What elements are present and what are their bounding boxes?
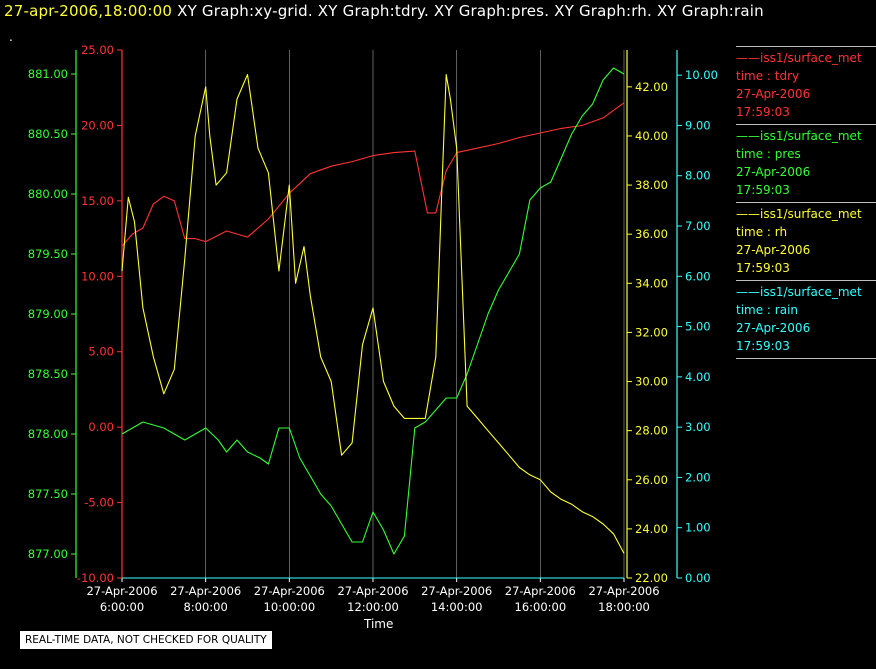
x-tick-label-time: 12:00:00: [347, 600, 399, 614]
x-tick-label-date: 27-Apr-2006: [588, 584, 659, 598]
legend: ——iss1/surface_met time : tdry 27-Apr-2006…: [736, 46, 876, 359]
rain-tick-label: 9.00: [685, 118, 711, 132]
x-tick-label-date: 27-Apr-2006: [254, 584, 325, 598]
x-tick-label-time: 16:00:00: [515, 600, 567, 614]
x-tick-label-time: 18:00:00: [598, 600, 650, 614]
rain-tick-label: 2.00: [685, 470, 711, 484]
rain-tick-label: 1.00: [685, 521, 711, 535]
legend-date: 27-Apr-2006: [736, 243, 811, 257]
rain-tick-label: 0.00: [685, 571, 711, 585]
x-axis-label: Time: [364, 617, 394, 631]
rain-tick-label: 5.00: [685, 320, 711, 334]
series-line-pres: [121, 67, 625, 555]
tdry-tick-label: 15.00: [81, 194, 114, 208]
pres-tick-label: 879.00: [28, 307, 68, 321]
pres-tick-label: 880.00: [28, 187, 68, 201]
series-line-rh: [121, 74, 625, 554]
pres-tick-label: 880.50: [28, 127, 68, 141]
legend-name: ——iss1/surface_met: [736, 51, 862, 65]
tdry-tick-label: 20.00: [81, 118, 114, 132]
rain-tick-label: 6.00: [685, 269, 711, 283]
rh-tick-label: 34.00: [635, 276, 668, 290]
legend-var: time : tdry: [736, 69, 800, 83]
pres-tick-label: 881.00: [28, 67, 68, 81]
legend-var: time : rain: [736, 303, 799, 317]
tdry-tick-label: 10.00: [81, 269, 114, 283]
legend-name: ——iss1/surface_met: [736, 207, 862, 221]
title-graph-list: XY Graph:xy-grid. XY Graph:tdry. XY Grap…: [172, 2, 764, 20]
x-tick-label-time: 14:00:00: [431, 600, 483, 614]
legend-time: 17:59:03: [736, 183, 790, 197]
pres-tick-label: 878.50: [28, 367, 68, 381]
tdry-tick-label: 25.00: [81, 43, 114, 57]
x-tick-label-time: 6:00:00: [100, 600, 144, 614]
tdry-tick-label: -10.00: [77, 571, 114, 585]
legend-time: 17:59:03: [736, 105, 790, 119]
x-tick-label-time: 10:00:00: [264, 600, 316, 614]
rh-tick-label: 22.00: [635, 571, 668, 585]
legend-name: ——iss1/surface_met: [736, 285, 862, 299]
rain-tick-label: 3.00: [685, 420, 711, 434]
rain-tick-label: 8.00: [685, 169, 711, 183]
title-time: 27-apr-2006,18:00:00: [4, 2, 173, 20]
rh-tick-label: 42.00: [635, 80, 668, 94]
legend-time: 17:59:03: [736, 261, 790, 275]
series-line-tdry: [121, 102, 625, 247]
rh-tick-label: 36.00: [635, 227, 668, 241]
tdry-tick-label: -5.00: [84, 496, 114, 510]
legend-date: 27-Apr-2006: [736, 321, 811, 335]
tdry-tick-label: 0.00: [88, 420, 114, 434]
graph-title: 27-apr-2006,18:00:00 XY Graph:xy-grid. X…: [4, 2, 764, 20]
legend-date: 27-Apr-2006: [736, 165, 811, 179]
x-tick-label-time: 8:00:00: [183, 600, 227, 614]
rain-tick-label: 4.00: [685, 370, 711, 384]
pres-tick-label: 878.00: [28, 427, 68, 441]
status-dot: .: [9, 30, 13, 44]
pres-tick-label: 877.50: [28, 487, 68, 501]
x-tick-label-date: 27-Apr-2006: [170, 584, 241, 598]
legend-var: time : pres: [736, 147, 801, 161]
legend-time: 17:59:03: [736, 339, 790, 353]
rh-tick-label: 24.00: [635, 522, 668, 536]
pres-tick-label: 879.50: [28, 247, 68, 261]
legend-date: 27-Apr-2006: [736, 87, 811, 101]
rain-tick-label: 7.00: [685, 219, 711, 233]
rh-tick-label: 32.00: [635, 325, 668, 339]
quality-note: REAL-TIME DATA, NOT CHECKED FOR QUALITY: [20, 631, 272, 649]
x-tick-label-date: 27-Apr-2006: [86, 584, 157, 598]
x-tick-label-date: 27-Apr-2006: [421, 584, 492, 598]
x-tick-label-date: 27-Apr-2006: [337, 584, 408, 598]
rh-tick-label: 40.00: [635, 129, 668, 143]
x-tick-label-date: 27-Apr-2006: [505, 584, 576, 598]
legend-name: ——iss1/surface_met: [736, 129, 862, 143]
pres-tick-label: 877.00: [28, 547, 68, 561]
legend-var: time : rh: [736, 225, 788, 239]
rh-tick-label: 28.00: [635, 424, 668, 438]
rain-tick-label: 10.00: [685, 68, 718, 82]
rh-tick-label: 38.00: [635, 178, 668, 192]
rh-tick-label: 26.00: [635, 473, 668, 487]
tdry-tick-label: 5.00: [88, 345, 114, 359]
rh-tick-label: 30.00: [635, 375, 668, 389]
